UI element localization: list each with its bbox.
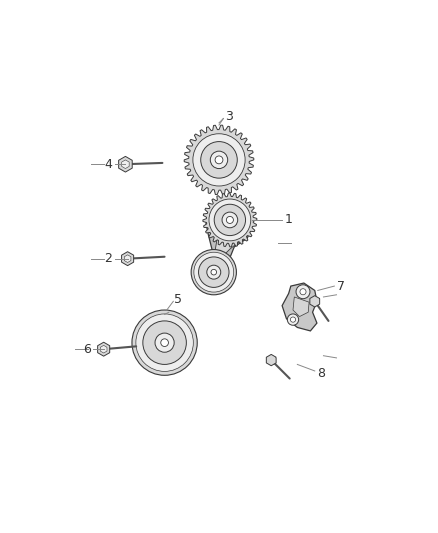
Polygon shape (124, 255, 131, 262)
Polygon shape (122, 160, 129, 168)
Polygon shape (282, 283, 317, 331)
Polygon shape (122, 252, 134, 265)
Polygon shape (310, 296, 320, 307)
Circle shape (193, 134, 245, 186)
Circle shape (209, 199, 251, 241)
Text: 4: 4 (105, 158, 113, 171)
Circle shape (155, 333, 174, 352)
Text: 1: 1 (284, 213, 292, 227)
Polygon shape (293, 297, 309, 317)
Polygon shape (100, 345, 107, 353)
Polygon shape (266, 354, 276, 366)
Circle shape (290, 317, 296, 322)
Circle shape (211, 269, 216, 275)
Circle shape (300, 289, 306, 295)
Circle shape (201, 142, 237, 178)
Circle shape (226, 216, 233, 223)
Polygon shape (119, 156, 132, 172)
Circle shape (161, 339, 169, 346)
Circle shape (214, 204, 246, 236)
Circle shape (191, 249, 237, 295)
Circle shape (143, 321, 186, 365)
Circle shape (287, 314, 299, 325)
Circle shape (296, 285, 310, 298)
Circle shape (198, 257, 229, 287)
Circle shape (207, 265, 221, 279)
Bar (213, 275, 221, 281)
Text: 8: 8 (317, 367, 325, 379)
Circle shape (194, 252, 234, 292)
Polygon shape (202, 214, 252, 286)
Text: 5: 5 (174, 293, 182, 305)
Circle shape (136, 314, 193, 372)
Text: 2: 2 (105, 252, 113, 265)
Text: 7: 7 (336, 280, 345, 293)
Text: 6: 6 (83, 343, 91, 356)
Polygon shape (209, 228, 241, 272)
Circle shape (210, 151, 228, 168)
Circle shape (132, 310, 197, 375)
Circle shape (215, 156, 223, 164)
Polygon shape (184, 125, 254, 195)
Text: 3: 3 (226, 110, 233, 123)
Circle shape (222, 212, 238, 228)
Polygon shape (98, 342, 110, 356)
Polygon shape (203, 193, 257, 247)
